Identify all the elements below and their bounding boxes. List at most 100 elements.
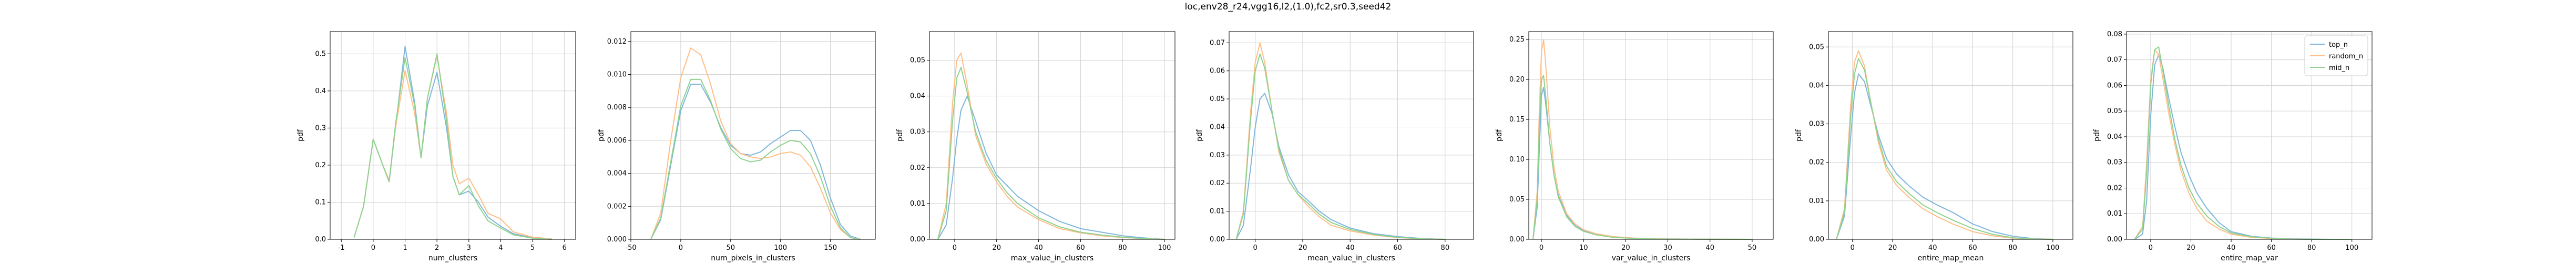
- subplot-6: 0 20 40 60 80 100 0.00 0.01 0.02 0.03 0.04 0.05 enti…: [1795, 31, 2073, 262]
- y-tick-label: 0.0: [315, 236, 326, 244]
- x-tick-label: 80: [2307, 244, 2316, 252]
- series-line-random_n: [1532, 39, 1752, 240]
- x-axis-label: entire_map_var: [2221, 254, 2278, 262]
- series-line-mid_n: [650, 78, 861, 240]
- y-axis-label: pdf: [297, 129, 305, 141]
- x-tick-label: 0: [679, 244, 683, 252]
- series-line-top_n: [1532, 87, 1752, 240]
- y-tick-label: 0.06: [1210, 67, 1225, 75]
- series-line-top_n: [937, 95, 1165, 240]
- axes-frame: [1229, 31, 1474, 240]
- x-tick-label: 0: [1253, 244, 1258, 252]
- x-axis-label: mean_value_in_clusters: [1307, 254, 1395, 262]
- y-tick-label: 0.002: [607, 203, 627, 210]
- series-line-mid_n: [353, 53, 552, 240]
- x-tick-label: 20: [1621, 244, 1630, 252]
- y-tick-label: 0.07: [1210, 39, 1225, 47]
- x-axis-label: var_value_in_clusters: [1612, 254, 1691, 262]
- x-tick-label: 20: [1888, 244, 1897, 252]
- x-tick-label: 5: [530, 244, 535, 252]
- y-tick-label: 0.01: [1210, 208, 1225, 216]
- x-tick-label: 60: [1076, 244, 1085, 252]
- axes-frame: [929, 31, 1175, 240]
- x-tick-label: 40: [1346, 244, 1355, 252]
- y-tick-label: 0.00: [910, 236, 925, 244]
- legend: top_n random_n mid_n: [2304, 35, 2368, 76]
- y-tick-label: 0.10: [1509, 156, 1525, 164]
- series-line-top_n: [2134, 54, 2352, 240]
- y-axis-label: pdf: [597, 129, 606, 141]
- x-tick-label: 20: [992, 244, 1001, 252]
- x-tick-label: 6: [563, 244, 567, 252]
- y-axis-label: pdf: [1795, 129, 1803, 141]
- legend-label-mid_n: mid_n: [2329, 64, 2349, 72]
- subplot-5: 0 10 20 30 40 50 0.00 0.05 0.10 0.15 0.20 0.25 var_v…: [1495, 31, 1774, 262]
- y-tick-label: 0.5: [315, 50, 326, 58]
- y-tick-label: 0.15: [1509, 116, 1525, 124]
- axes-frame: [1528, 31, 1774, 240]
- y-tick-label: 0.25: [1509, 36, 1525, 44]
- x-tick-label: -50: [625, 244, 636, 252]
- x-tick-label: 10: [1579, 244, 1588, 252]
- x-tick-label: 40: [1034, 244, 1043, 252]
- x-tick-label: 4: [498, 244, 503, 252]
- y-tick-label: 0.000: [607, 236, 627, 244]
- series-line-random_n: [650, 47, 861, 240]
- x-tick-label: 0: [1539, 244, 1543, 252]
- x-tick-label: 100: [774, 244, 787, 252]
- y-axis-label: pdf: [1495, 129, 1504, 141]
- x-tick-label: 60: [1968, 244, 1977, 252]
- y-tick-label: 0.01: [910, 200, 925, 208]
- y-axis-label: pdf: [2093, 129, 2101, 141]
- y-tick-label: 0.05: [910, 56, 925, 64]
- y-tick-label: 0.4: [315, 87, 326, 95]
- legend-label-top_n: top_n: [2329, 41, 2348, 49]
- series-line-top_n: [353, 46, 552, 240]
- x-tick-label: 20: [1299, 244, 1307, 252]
- series-line-mid_n: [2134, 46, 2352, 240]
- y-tick-label: 0.03: [2107, 159, 2122, 167]
- x-tick-label: 1: [403, 244, 407, 252]
- x-axis-label: max_value_in_clusters: [1011, 254, 1093, 262]
- series-line-random_n: [1235, 42, 1445, 240]
- x-tick-label: 40: [1928, 244, 1937, 252]
- series-line-top_n: [650, 84, 861, 240]
- series-line-mid_n: [1235, 53, 1445, 240]
- y-tick-label: 0.03: [910, 128, 925, 136]
- subplot-2: -50 0 50 100 150 0.000 0.002 0.004 0.006 0.008 0.0…: [597, 31, 876, 262]
- series-line-top_n: [1235, 93, 1445, 240]
- axes-frame: [2126, 31, 2373, 240]
- x-axis-label: entire_map_mean: [1918, 254, 1984, 262]
- y-tick-label: 0.00: [1210, 236, 1225, 244]
- y-tick-label: 0.05: [1809, 43, 1824, 51]
- axes-frame: [630, 31, 876, 240]
- y-tick-label: 0.07: [2107, 56, 2122, 64]
- x-tick-label: 50: [727, 244, 735, 252]
- x-axis-label: num_clusters: [428, 254, 477, 262]
- subplot-3: 0 20 40 60 80 100 0.00 0.01 0.02 0.03 0.04 0.05 max_…: [896, 31, 1175, 262]
- y-axis-label: pdf: [1195, 129, 1204, 141]
- y-tick-label: 0.1: [315, 198, 326, 206]
- y-tick-label: 0.20: [1509, 76, 1525, 84]
- x-tick-label: 60: [2267, 244, 2276, 252]
- series-line-random_n: [937, 52, 1165, 240]
- x-tick-label: 30: [1663, 244, 1672, 252]
- x-tick-label: -1: [338, 244, 345, 252]
- figure-suptitle: loc,env28_r24,vgg16,l2,(1.0),fc2,sr0.3,s…: [1184, 2, 1392, 12]
- y-tick-label: 0.08: [2107, 31, 2122, 38]
- x-tick-label: 80: [1118, 244, 1127, 252]
- y-tick-label: 0.04: [2107, 133, 2122, 141]
- subplot-4: 0 20 40 60 80 0.00 0.01 0.02 0.03 0.04 0.05 0.06 0.0…: [1195, 31, 1474, 262]
- y-tick-label: 0.01: [2107, 210, 2122, 218]
- series-line-random_n: [1836, 50, 2053, 240]
- legend-label-random_n: random_n: [2329, 53, 2363, 60]
- y-tick-label: 0.006: [607, 137, 627, 145]
- x-tick-label: 2: [435, 244, 439, 252]
- y-tick-label: 0.04: [910, 93, 925, 100]
- y-tick-label: 0.03: [1809, 120, 1824, 128]
- y-axis-label: pdf: [896, 129, 904, 141]
- x-tick-label: 0: [1851, 244, 1855, 252]
- series-line-top_n: [1836, 73, 2053, 240]
- y-tick-label: 0.00: [1809, 236, 1824, 244]
